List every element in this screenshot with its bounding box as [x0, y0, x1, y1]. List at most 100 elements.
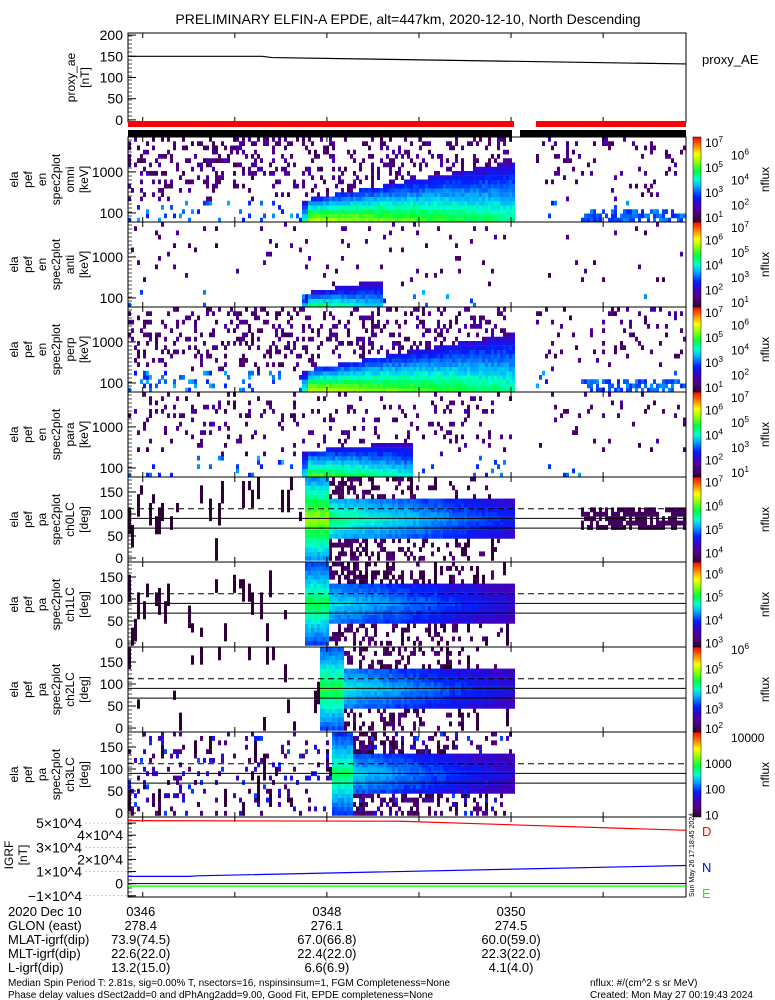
pa-panel-frame — [127, 646, 687, 733]
colorbar-tick-label: 104 — [705, 545, 723, 561]
colorbar-tick-label: 102 — [705, 282, 723, 298]
ylabel-line: en — [35, 343, 49, 356]
energy-spectrogram-perp — [128, 307, 686, 392]
ylabel-line: ela — [7, 341, 21, 357]
colorbar-tick-label: 106 — [705, 565, 723, 581]
colorbar-tick-label: 103 — [705, 184, 723, 200]
pa-panel-ylabel: ela pef pa spec2plot ch0LC [deg] — [7, 493, 91, 545]
footer-row-value: 73.9(74.5) — [111, 932, 170, 947]
pa-ytick: 150 — [100, 654, 124, 670]
igrf-ylabel: IGRF [nT] — [2, 841, 30, 870]
igrf-ytick: −1×10^4 — [28, 888, 82, 904]
footer-row-value: 13.2(15.0) — [111, 960, 170, 975]
energy-panel-ylabel: ela pef en spec2plot perp [keV] — [7, 323, 91, 375]
data-coverage-gap — [512, 130, 520, 137]
colorbar-1 — [692, 221, 702, 308]
colorbar-6 — [692, 646, 702, 733]
pa-ytick: 50 — [107, 783, 123, 799]
igrf-legend-N: N — [702, 860, 711, 875]
ylabel-line: pa — [35, 683, 49, 697]
ylabel-line: spec2plot — [49, 663, 63, 715]
proxy-ae-frame — [127, 32, 687, 123]
ylabel-line: [nT] — [16, 845, 30, 866]
pitch-angle-spectrogram-ch0LC — [128, 477, 686, 562]
igrf-ytick: 1×10^4 — [36, 864, 82, 880]
colorbar-tick-label: 104 — [731, 172, 749, 188]
igrf-ytick: 3×10^4 — [36, 839, 82, 855]
colorbar-tick-label: 105 — [705, 521, 723, 537]
ylabel-line: pef — [21, 170, 35, 187]
colorbar-tick-label: 103 — [731, 269, 749, 285]
ylabel-line: ch3LC — [63, 757, 77, 792]
igrf-frame — [127, 816, 687, 898]
ylabel-line: pef — [21, 680, 35, 697]
footer-row-label: GLON (east) — [8, 918, 82, 933]
energy-spectrogram-anti — [128, 222, 686, 307]
colorbar-tick-label: 106 — [705, 497, 723, 513]
pitch-angle-spectrogram-ch1LC — [128, 562, 686, 647]
colorbar-tick-label: 106 — [705, 402, 723, 418]
ylabel-line: pa — [35, 768, 49, 782]
footer-created: Created: Mon May 27 00:19:43 2024 — [590, 990, 753, 1000]
ylabel-line: ch2LC — [63, 672, 77, 707]
pa-panel-frame — [127, 476, 687, 563]
pa-panel-frame — [127, 561, 687, 648]
colorbar-tick-label: 105 — [705, 329, 723, 345]
ylabel-line: en — [35, 173, 49, 186]
energy-spectrogram-para — [128, 392, 686, 477]
side-timestamp: Sun May 26 17:18:45 2024 — [689, 813, 696, 897]
pa-panel-ylabel: ela pef pa spec2plot ch3LC [deg] — [7, 748, 91, 800]
colorbar-tick-label: 104 — [705, 427, 723, 443]
igrf-line-N — [128, 864, 687, 877]
energy-ytick: 100 — [100, 375, 124, 391]
colorbar-tick-label: 107 — [731, 389, 749, 405]
colorbar-tick-label: 101 — [705, 209, 723, 225]
ylabel-line: ela — [7, 426, 21, 442]
ylabel-line: spec2plot — [49, 578, 63, 630]
pa-panel-frame — [127, 731, 687, 818]
ylabel-line: pa — [35, 598, 49, 612]
ylabel-line: ch1LC — [63, 587, 77, 622]
energy-ytick: 1000 — [92, 419, 123, 435]
ylabel-line: [deg] — [77, 506, 91, 533]
colorbar-label: nflux — [758, 507, 772, 532]
ylabel-line: spec2plot — [49, 323, 63, 375]
energy-panel-frame — [127, 391, 687, 478]
footer-row-value: 4.1(4.0) — [489, 960, 534, 975]
proxy-ae-ytick: 150 — [100, 48, 124, 64]
ylabel-line: spec2plot — [49, 493, 63, 545]
proxy-ae-ylabel: proxy_ae [nT] — [64, 52, 92, 102]
pa-ytick: 100 — [100, 761, 124, 777]
colorbar-tick-label: 102 — [705, 720, 723, 736]
proxy-ae-line — [128, 55, 687, 65]
colorbar-tick-label: 107 — [705, 474, 723, 490]
colorbar-5 — [692, 561, 702, 648]
pa-ytick: 50 — [107, 528, 123, 544]
igrf-ytick: 0 — [115, 876, 123, 892]
pitch-angle-spectrogram-ch2LC — [128, 647, 686, 732]
ylabel-line: [keV] — [77, 251, 91, 278]
colorbar-tick-label: 10000 — [731, 731, 765, 745]
energy-ytick: 1000 — [92, 249, 123, 265]
colorbar-tick-label: 106 — [731, 317, 749, 333]
footer-units: nflux: #/(cm^2 s sr MeV) — [590, 978, 698, 989]
ylabel-line: IGRF — [2, 841, 16, 870]
colorbar-tick-label: 106 — [705, 232, 723, 248]
energy-ytick: 100 — [100, 460, 124, 476]
ylabel-line: anti — [63, 255, 77, 274]
colorbar-tick-label: 104 — [705, 257, 723, 273]
igrf-ytick: 5×10^4 — [36, 815, 82, 831]
ylabel-line: ela — [7, 511, 21, 527]
colorbar-tick-label: 103 — [731, 439, 749, 455]
colorbar-2 — [692, 306, 702, 393]
ylabel-line: [deg] — [77, 761, 91, 788]
energy-ytick: 1000 — [92, 334, 123, 350]
pa-panel-ylabel: ela pef pa spec2plot ch2LC [deg] — [7, 663, 91, 715]
footer-row-value: 6.6(6.9) — [304, 960, 349, 975]
colorbar-tick-label: 10 — [705, 808, 719, 822]
pa-ytick: 100 — [100, 506, 124, 522]
energy-panel-ylabel: ela pef en spec2plot para [keV] — [7, 408, 91, 460]
pa-ytick: 0 — [115, 550, 123, 566]
colorbar-label: nflux — [758, 422, 772, 447]
